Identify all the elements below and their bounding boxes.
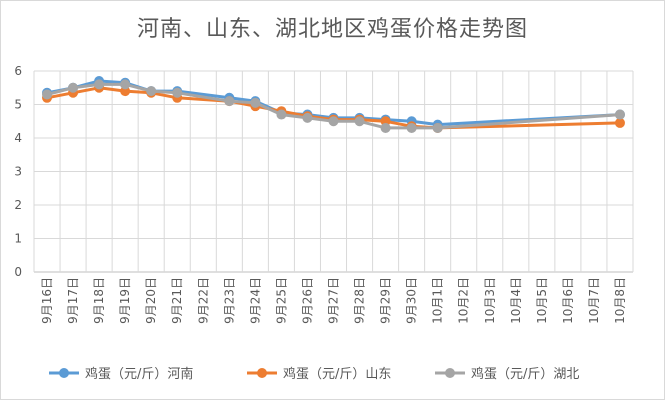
series-3-point <box>172 87 183 98</box>
x-tick-label: 10月5日 <box>535 277 549 324</box>
x-tick-label: 9月25日 <box>274 277 288 324</box>
legend-label-1: 鸡蛋（元/斤）河南 <box>85 366 193 382</box>
x-tick-label: 9月22日 <box>196 277 210 324</box>
series-3-point <box>68 82 79 93</box>
series-3-point <box>354 116 365 127</box>
series-3-point <box>328 116 339 127</box>
series-3-point <box>276 109 287 120</box>
x-tick-label: 9月27日 <box>327 277 341 324</box>
x-tick-label: 9月17日 <box>66 277 80 324</box>
series-3-point <box>42 89 53 100</box>
legend-marker-1 <box>59 368 69 378</box>
x-tick-label: 10月3日 <box>483 277 497 324</box>
series-3-point <box>432 122 443 133</box>
x-tick-label: 10月6日 <box>561 277 575 324</box>
series-3-point <box>406 122 417 133</box>
x-tick-label: 9月29日 <box>379 277 393 324</box>
y-tick-label: 6 <box>14 64 22 78</box>
x-tick-label: 9月16日 <box>40 277 54 324</box>
y-tick-label: 5 <box>14 98 22 112</box>
x-tick-label: 9月19日 <box>118 277 132 324</box>
series-3-point <box>614 109 625 120</box>
y-tick-label: 3 <box>14 165 22 179</box>
x-tick-label: 10月8日 <box>613 277 627 324</box>
series-3-point <box>94 79 105 90</box>
x-tick-label: 9月28日 <box>353 277 367 324</box>
chart-title: 河南、山东、湖北地区鸡蛋价格走势图 <box>136 17 528 42</box>
x-tick-label: 9月26日 <box>300 277 314 324</box>
y-tick-label: 4 <box>14 131 22 145</box>
x-tick-label: 10月2日 <box>457 277 471 324</box>
legend-label-2: 鸡蛋（元/斤）山东 <box>283 366 391 382</box>
series-3-point <box>120 79 131 90</box>
y-tick-label: 2 <box>14 198 22 212</box>
x-tick-label: 9月24日 <box>248 277 262 324</box>
x-tick-label: 9月30日 <box>405 277 419 324</box>
series-3-point <box>146 86 157 97</box>
series-3-point <box>380 122 391 133</box>
legend-marker-3 <box>445 368 455 378</box>
y-tick-label: 0 <box>14 265 22 279</box>
x-tick-label: 9月23日 <box>222 277 236 324</box>
x-tick-label: 9月18日 <box>92 277 106 324</box>
x-tick-label: 10月4日 <box>509 277 523 324</box>
legend-label-3: 鸡蛋（元/斤）湖北 <box>471 366 579 382</box>
legend-marker-2 <box>257 368 267 378</box>
x-tick-label: 10月1日 <box>431 277 445 324</box>
x-tick-label: 9月21日 <box>170 277 184 324</box>
x-tick-label: 10月7日 <box>587 277 601 324</box>
series-line-3 <box>46 82 621 130</box>
series-2-point <box>614 117 625 128</box>
series-3-point <box>224 96 235 107</box>
y-tick-label: 1 <box>14 232 22 246</box>
series-3-point <box>302 112 313 123</box>
x-tick-label: 9月20日 <box>144 277 158 324</box>
series-3-point <box>250 97 261 108</box>
series-line-1 <box>46 79 621 127</box>
